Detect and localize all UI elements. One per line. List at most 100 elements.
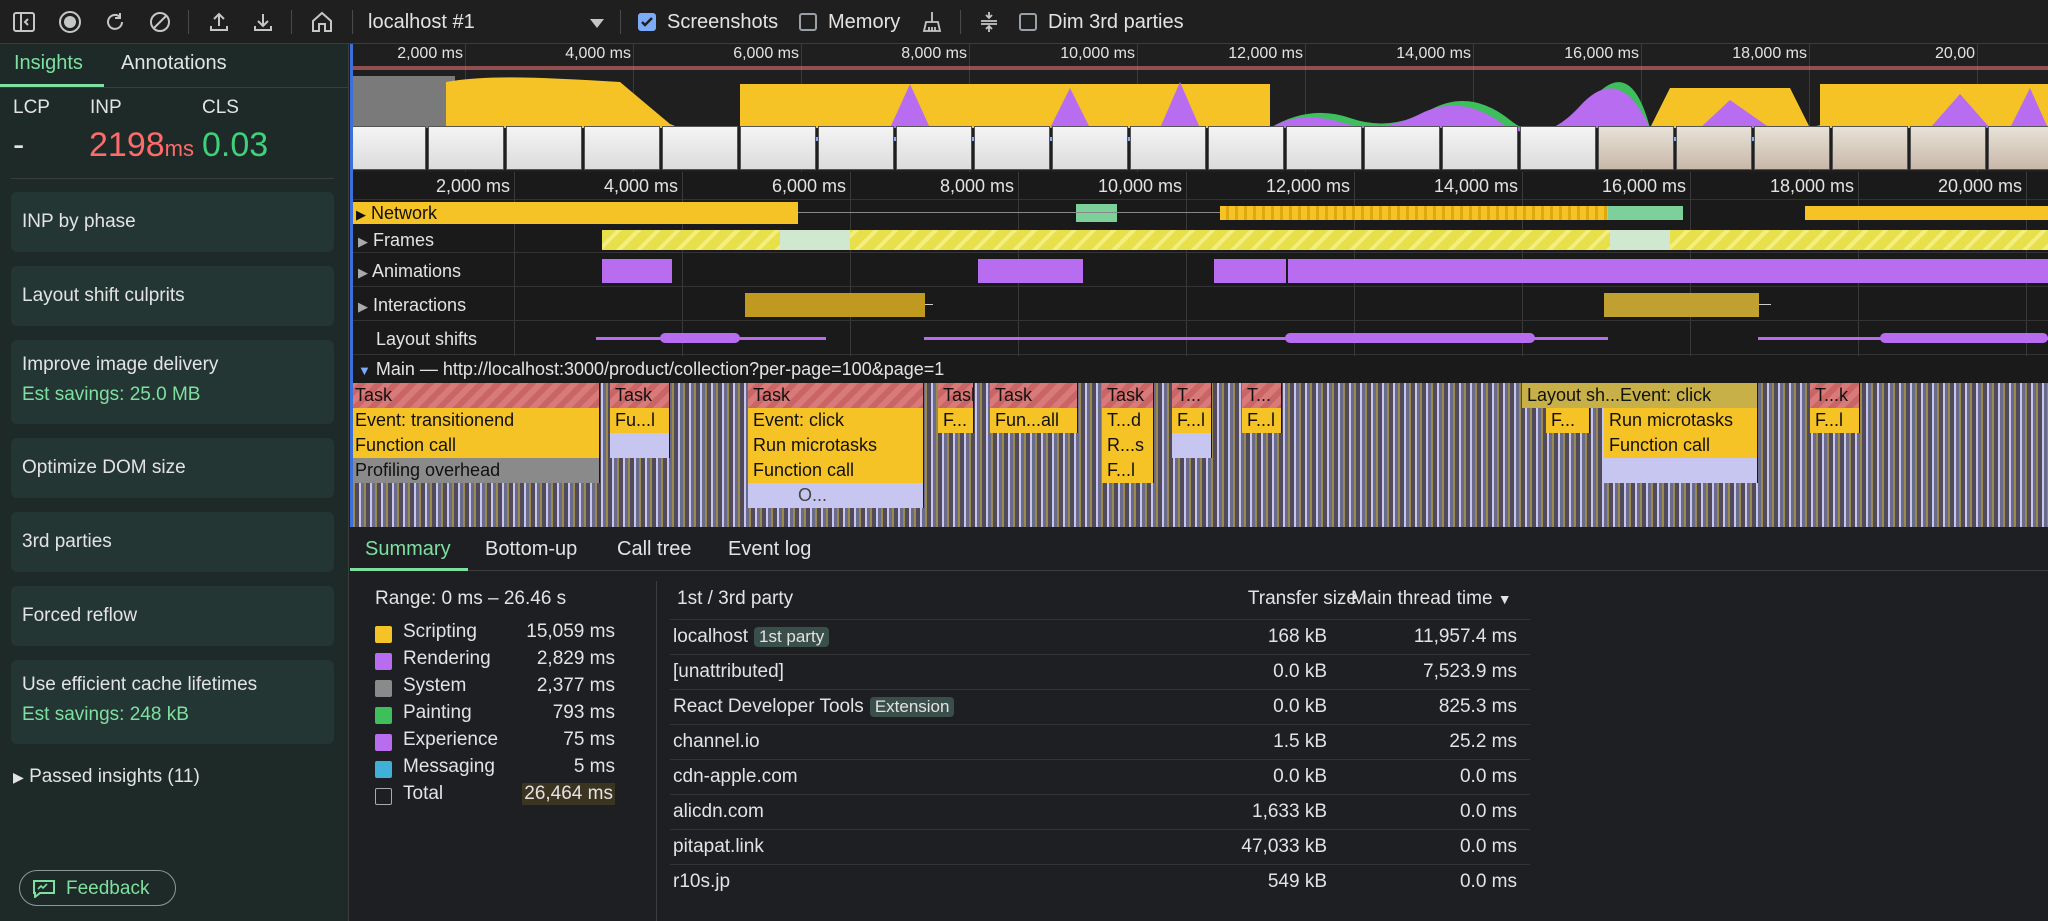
transfer-size: 549 kB (1267, 871, 1327, 892)
screenshot-thumbnail[interactable] (428, 126, 504, 170)
party-row[interactable]: r10s.jp 549 kB 0.0 ms (670, 864, 1530, 899)
flame-event: Fun...all (990, 408, 1078, 433)
record-icon[interactable] (56, 8, 84, 36)
legend-swatch (375, 707, 392, 724)
passed-insights-toggle[interactable]: ▶ Passed insights (11) (13, 766, 200, 787)
legend-swatch (375, 680, 392, 697)
home-icon[interactable] (308, 8, 336, 36)
screenshot-thumbnail[interactable] (1364, 126, 1440, 170)
screenshot-thumbnail[interactable] (1286, 126, 1362, 170)
party-row[interactable]: pitapat.link 47,033 kB 0.0 ms (670, 829, 1530, 864)
legend-row: System 2,377 ms (375, 675, 615, 701)
screenshot-thumbnail[interactable] (1988, 126, 2048, 170)
chevron-down-icon[interactable] (590, 16, 604, 34)
screenshot-thumbnail[interactable] (896, 126, 972, 170)
tab-insights[interactable]: Insights (14, 52, 83, 74)
collapse-tracks-icon[interactable] (975, 8, 1003, 36)
party-row[interactable]: React Developer Tools Extension 0.0 kB 825.… (670, 689, 1530, 724)
animations-track[interactable]: ▶ Animations (350, 254, 2048, 287)
party-row[interactable]: cdn-apple.com 0.0 kB 0.0 ms (670, 759, 1530, 794)
broom-icon[interactable] (918, 8, 946, 36)
overview-tick: 4,000 ms (565, 45, 631, 62)
main-thread-header[interactable]: Main thread time ▼ (1351, 588, 1512, 609)
upload-icon[interactable] (205, 8, 233, 36)
screenshot-thumbnail[interactable] (1130, 126, 1206, 170)
dim-3rd-parties-checkbox[interactable] (1019, 13, 1037, 31)
legend-row: Rendering 2,829 ms (375, 648, 615, 674)
screenshot-thumbnail[interactable] (1832, 126, 1908, 170)
ruler-tick: 8,000 ms (939, 176, 1014, 196)
ruler-tick: 20,000 ms (1937, 176, 2022, 196)
target-select[interactable]: localhost #1 (368, 11, 475, 33)
screenshot-thumbnail[interactable] (974, 126, 1050, 170)
legend-row: Scripting 15,059 ms (375, 621, 615, 647)
interactions-track[interactable]: ▶ Interactions (350, 288, 2048, 321)
party-name: [unattributed] (673, 661, 784, 682)
timeline-panel[interactable]: 2,000 ms 4,000 ms 6,000 ms 8,000 ms 10,000 m… (350, 44, 2048, 527)
screenshot-thumbnail[interactable] (1208, 126, 1284, 170)
insights-sidebar: Insights Annotations LCP INP CLS - 2198m… (0, 44, 349, 921)
flame-event: F...l (1810, 408, 1860, 433)
overview-tick: 16,000 ms (1564, 45, 1639, 62)
insight-card-forced-reflow[interactable]: Forced reflow (11, 586, 334, 646)
insight-card-cache-lifetimes[interactable]: Use efficient cache lifetimes Est savings… (11, 660, 334, 744)
screenshot-thumbnail[interactable] (584, 126, 660, 170)
transfer-size: 1.5 kB (1273, 731, 1327, 752)
screenshot-thumbnail[interactable] (506, 126, 582, 170)
inp-value: 2198ms (89, 126, 194, 164)
screenshot-thumbnail[interactable] (1754, 126, 1830, 170)
memory-checkbox[interactable] (799, 13, 817, 31)
overview-tick: 12,000 ms (1228, 45, 1303, 62)
legend-row: Total 26,464 ms (375, 783, 615, 809)
legend-row: Painting 793 ms (375, 702, 615, 728)
ruler-tick: 2,000 ms (435, 176, 510, 196)
screenshot-thumbnail[interactable] (1052, 126, 1128, 170)
screenshot-thumbnail[interactable] (740, 126, 816, 170)
legend-row: Experience 75 ms (375, 729, 615, 755)
screenshot-thumbnail[interactable] (1442, 126, 1518, 170)
flame-event: F...l (1242, 408, 1282, 433)
screenshot-thumbnail[interactable] (1676, 126, 1752, 170)
download-icon[interactable] (249, 8, 277, 36)
sidebar-toggle-icon[interactable] (10, 8, 38, 36)
main-thread-track[interactable]: ▼ Main — http://localhost:3000/product/c… (350, 356, 2048, 527)
network-track[interactable]: ▶ Network (350, 202, 2048, 224)
screenshot-thumbnail[interactable] (1598, 126, 1674, 170)
screenshot-thumbnail[interactable] (350, 126, 426, 170)
flame-call: O... (748, 483, 924, 508)
screenshot-thumbnail[interactable] (818, 126, 894, 170)
insight-card-image-delivery[interactable]: Improve image delivery Est savings: 25.0 … (11, 340, 334, 424)
overview-tick: 20,00 (1934, 45, 1975, 62)
party-row[interactable]: alicdn.com 1,633 kB 0.0 ms (670, 794, 1530, 829)
screenshot-thumbnail[interactable] (662, 126, 738, 170)
feedback-button[interactable]: Feedback (19, 870, 176, 906)
insight-card-inp-by-phase[interactable]: INP by phase (11, 192, 334, 252)
tab-summary[interactable]: Summary (365, 538, 451, 560)
frames-track[interactable]: ▶ Frames (350, 227, 2048, 253)
flame-task: Task (1102, 383, 1154, 408)
screenshots-checkbox[interactable] (638, 13, 656, 31)
transfer-size-header[interactable]: Transfer size (1247, 588, 1357, 609)
legend-value: 15,059 ms (526, 621, 615, 642)
party-badge: 1st party (754, 627, 830, 647)
insight-card-3rd-parties[interactable]: 3rd parties (11, 512, 334, 572)
screenshot-thumbnail[interactable] (1520, 126, 1596, 170)
tab-bottom-up[interactable]: Bottom-up (485, 538, 578, 560)
reload-icon[interactable] (101, 8, 129, 36)
network-track-label[interactable]: ▶ Network (356, 203, 438, 223)
screenshot-thumbnail[interactable] (1910, 126, 1986, 170)
tab-annotations[interactable]: Annotations (121, 52, 227, 74)
main-thread-time: 825.3 ms (1438, 696, 1517, 717)
party-row[interactable]: [unattributed] 0.0 kB 7,523.9 ms (670, 654, 1530, 689)
party-row[interactable]: channel.io 1.5 kB 25.2 ms (670, 724, 1530, 759)
overview-pane[interactable]: 2,000 ms 4,000 ms 6,000 ms 8,000 ms 10,000 m… (350, 44, 2048, 172)
party-row[interactable]: localhost 1st party 168 kB 11,957.4 ms (670, 619, 1530, 654)
tab-event-log[interactable]: Event log (728, 538, 812, 560)
flame-call: Function call (748, 458, 924, 483)
clear-icon[interactable] (146, 8, 174, 36)
layout-shifts-track[interactable]: Layout shifts (350, 322, 2048, 355)
ruler-tick: 12,000 ms (1265, 176, 1350, 196)
tab-call-tree[interactable]: Call tree (617, 538, 692, 560)
insight-card-dom-size[interactable]: Optimize DOM size (11, 438, 334, 498)
insight-card-layout-shift-culprits[interactable]: Layout shift culprits (11, 266, 334, 326)
